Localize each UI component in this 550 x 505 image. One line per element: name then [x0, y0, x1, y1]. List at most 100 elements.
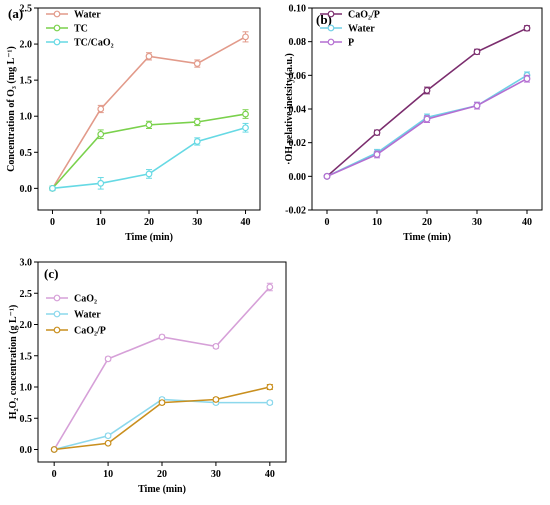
plot-frame [311, 7, 543, 211]
panel-label: (a) [8, 6, 23, 21]
data-point [242, 110, 249, 118]
data-point [266, 383, 274, 391]
x-tick-label: 20 [422, 217, 432, 228]
data-point [266, 399, 274, 407]
y-axis-label: ·OH relative inetsity (a.u.) [284, 53, 295, 165]
data-point [104, 355, 112, 363]
x-tick-label: 0 [50, 217, 55, 228]
y-tick-label: 0.0 [20, 445, 33, 456]
data-point [104, 432, 112, 440]
legend-marker [53, 326, 61, 334]
legend-label: TC [74, 24, 88, 35]
legend-label: CaO₂/P [74, 326, 106, 337]
y-axis-label: Concentration of O₃ (mg L⁻¹) [6, 46, 17, 172]
x-tick-label: 10 [96, 217, 106, 228]
y-tick-label: 3.0 [20, 258, 33, 269]
data-point [193, 138, 201, 145]
data-point [193, 60, 201, 67]
x-tick-label: 0 [325, 217, 330, 228]
x-axis-label: Time (min) [125, 232, 173, 243]
y-tick-label: 0.08 [289, 37, 307, 48]
panel-c: 0 10 20 30 40 0.0 0.5 1.0 1.5 2.0 2.5 3.0 Time (min)… [8, 258, 287, 495]
y-tick-label: 0.02 [289, 138, 307, 149]
y-tick-label: 2.5 [20, 4, 33, 15]
y-tick-label: 2.0 [20, 320, 33, 331]
x-tick-label: 30 [472, 217, 482, 228]
x-tick-label: 10 [103, 469, 113, 480]
data-point [145, 52, 153, 60]
data-point [145, 170, 153, 178]
panel-label: (c) [44, 266, 58, 281]
y-tick-label: 0.5 [20, 414, 33, 425]
y-tick-label: 0.5 [20, 148, 33, 159]
x-axis-label: Time (min) [138, 484, 186, 495]
data-point [423, 115, 431, 123]
legend-marker [53, 38, 61, 46]
x-tick-label: 0 [52, 469, 57, 480]
legend-label: CaO₂/P [348, 10, 380, 21]
legend-marker [327, 38, 335, 46]
plot-frame [37, 261, 287, 463]
x-tick-label: 20 [144, 217, 154, 228]
y-tick-label: 0.06 [289, 71, 307, 82]
series-0 [323, 24, 531, 180]
data-point [145, 121, 153, 129]
legend-label: CaO₂ [74, 294, 97, 305]
x-tick-label: 10 [372, 217, 382, 228]
series-line [52, 126, 246, 190]
series-2 [50, 383, 274, 453]
panel-b: 0 10 20 30 40 -0.02 0.00 0.02 0.04 0.06 0.08 0.10 Ti… [284, 4, 543, 243]
x-tick-label: 20 [157, 469, 167, 480]
data-point [423, 87, 431, 94]
y-tick-label: 1.0 [20, 383, 33, 394]
legend-marker [327, 10, 335, 18]
data-point [323, 172, 331, 180]
legend-label: TC/CaO₂ [74, 38, 114, 49]
x-tick-label: 40 [265, 469, 275, 480]
panel-a: 0 10 20 30 40 0.0 0.5 1.0 1.5 2.0 2.5 Time (min) Con… [6, 4, 261, 243]
data-point [212, 342, 220, 350]
data-point [193, 118, 201, 126]
y-tick-label: 2.5 [20, 289, 33, 300]
data-point [373, 129, 381, 136]
legend-label: Water [348, 24, 375, 35]
data-point [97, 179, 105, 187]
y-tick-label: 0.00 [289, 172, 307, 183]
legend-marker [53, 10, 61, 18]
plot-frame [37, 7, 261, 211]
x-tick-label: 40 [522, 217, 532, 228]
y-tick-label: 0.04 [289, 105, 307, 116]
data-point [104, 439, 112, 447]
data-point [242, 33, 249, 41]
data-point [49, 184, 56, 192]
legend-marker [327, 24, 335, 32]
series-1 [49, 109, 249, 192]
legend-label: P [348, 38, 354, 49]
y-tick-label: -0.02 [285, 206, 306, 217]
legend-marker [53, 294, 61, 302]
data-point [373, 151, 381, 158]
panel-label: (b) [316, 12, 332, 27]
y-tick-label: 1.0 [20, 112, 33, 123]
x-tick-label: 30 [192, 217, 202, 228]
x-axis-label: Time (min) [403, 232, 451, 243]
series-2 [49, 122, 249, 192]
legend-label: Water [74, 310, 101, 321]
series-0 [49, 31, 249, 192]
x-tick-label: 30 [211, 469, 221, 480]
data-point [473, 102, 481, 110]
y-tick-label: 1.5 [20, 76, 33, 87]
y-tick-label: 1.5 [20, 351, 33, 362]
data-point [158, 333, 166, 341]
legend-marker [53, 310, 61, 318]
data-point [50, 446, 58, 453]
legend-label: Water [74, 10, 101, 21]
data-point [523, 75, 531, 83]
series-line [53, 398, 270, 451]
series-line [326, 27, 528, 177]
data-point [212, 396, 220, 403]
data-point [97, 130, 105, 138]
data-point [523, 24, 531, 32]
data-point [242, 124, 249, 132]
